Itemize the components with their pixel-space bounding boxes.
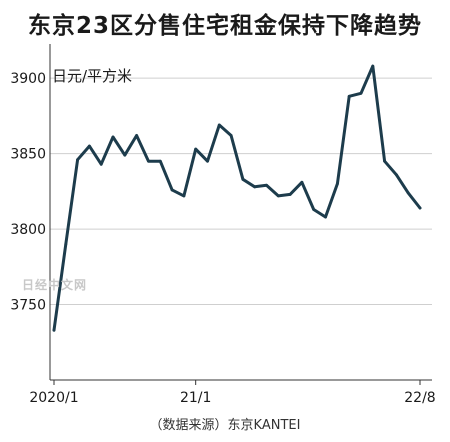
data-point [371,64,375,68]
y-tick-label: 3800 [10,222,46,238]
watermark-logo: 日经中文网 [22,278,88,292]
data-point [359,91,363,95]
data-point [158,159,162,163]
chart-title: 东京23区分售住宅租金保持下降趋势 [27,13,422,39]
data-point [406,191,410,195]
data-point [170,188,174,192]
data-point [217,123,221,127]
data-point [300,180,304,184]
line-layer [52,64,422,332]
x-tick-label: 2020/1 [29,390,78,406]
data-point [194,147,198,151]
data-point [99,162,103,166]
data-point [229,134,233,137]
data-point [52,328,56,332]
data-point [147,159,150,163]
data-point [335,182,339,186]
data-point [276,194,280,198]
data-point [394,173,398,177]
data-point [324,215,327,219]
data-point [123,153,127,157]
data-source: （数据来源）东京KANTEI [149,418,301,433]
data-point [182,194,186,198]
data-point [312,208,316,211]
data-point [206,159,209,163]
series-line [52,64,422,332]
data-point [241,177,245,181]
data-point [265,183,268,187]
data-point [111,135,115,139]
y-tick-label: 3900 [10,71,46,87]
data-point [418,206,422,210]
axis-layer: 3750 3800 3850 3900 2020/1 21/1 22/8 [10,44,436,406]
data-point [347,94,351,98]
x-tick-label: 22/8 [404,390,435,406]
grid-layer [50,77,432,306]
data-point [383,159,386,163]
data-point [76,158,80,162]
y-tick-label: 3850 [10,147,46,163]
y-unit-label: 日元/平方米 [52,67,132,85]
data-point [135,134,139,137]
data-point [253,185,257,189]
data-point [88,144,91,148]
x-tick-label: 21/1 [180,390,211,406]
data-point [64,242,68,246]
y-tick-label: 3750 [10,298,46,314]
data-point [288,192,292,196]
